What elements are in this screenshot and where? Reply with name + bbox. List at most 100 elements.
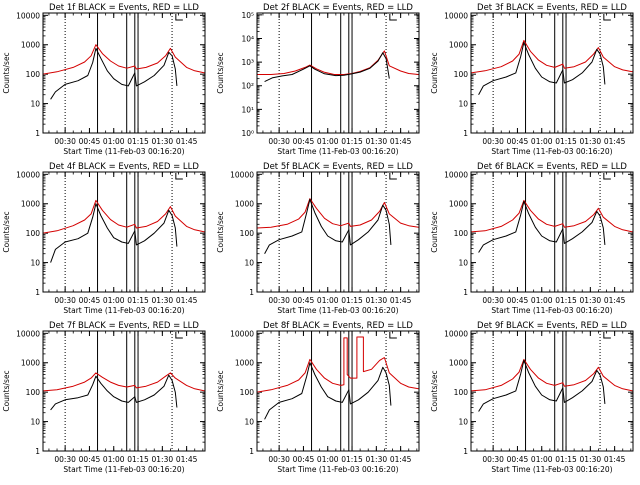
y-tick-label: 10000 — [230, 329, 254, 338]
y-axis-label: Counts/sec — [430, 211, 439, 252]
x-tick-label: 00:30 — [482, 296, 504, 305]
y-tick-label: 1000 — [449, 200, 468, 209]
x-tick-label: 01:30 — [152, 137, 174, 146]
y-tick-label: 100 — [454, 229, 469, 238]
plot-frame — [470, 330, 634, 452]
corner-bracket-glyph — [603, 332, 611, 339]
corner-bracket-glyph — [175, 332, 183, 339]
x-tick-label: 00:45 — [79, 296, 101, 305]
x-axis-label: Start Time (11-Feb-03 00:16:20) — [277, 306, 398, 315]
y-tick-label: 1 — [35, 447, 40, 456]
y-tick-label: 10000 — [444, 11, 468, 20]
x-tick-label: 01:15 — [341, 296, 363, 305]
y-axis-label: Counts/sec — [430, 370, 439, 411]
y-tick-label: 1 — [463, 447, 468, 456]
y-tick-label: 1000 — [449, 359, 468, 368]
chart-title: Det 6f BLACK = Events, RED = LLD — [477, 162, 627, 172]
x-tick-label: 00:30 — [482, 455, 504, 464]
y-tick-label: 10000 — [444, 170, 468, 179]
y-tick-label: 1000 — [21, 41, 40, 50]
corner-bracket-glyph — [603, 173, 611, 180]
corner-bracket-glyph — [175, 173, 183, 180]
x-tick-label: 01:30 — [580, 137, 602, 146]
plot-frame — [42, 330, 206, 452]
chart-panel: Det 7f BLACK = Events, RED = LLD 1 10 100 10… — [2, 321, 206, 474]
events-series-line — [264, 198, 392, 254]
x-tick-label: 00:30 — [268, 296, 290, 305]
x-tick-label: 01:00 — [317, 137, 339, 146]
x-tick-label: 01:00 — [317, 296, 339, 305]
y-tick-label: 1 — [249, 288, 254, 297]
y-tick-label: 10⁴ — [241, 34, 254, 43]
y-tick-label: 1 — [249, 447, 254, 456]
y-tick-label: 100 — [240, 388, 255, 397]
events-series-line — [478, 359, 606, 412]
chart-panel: Det 1f BLACK = Events, RED = LLD 1 10 100 10… — [2, 3, 206, 156]
y-tick-label: 100 — [26, 388, 41, 397]
y-tick-label: 1 — [35, 129, 40, 138]
y-tick-label: 100 — [26, 70, 41, 79]
events-series-line — [50, 203, 178, 263]
x-tick-label: 01:15 — [127, 296, 149, 305]
y-axis-label: Counts/sec — [216, 52, 225, 93]
y-tick-label: 100 — [26, 229, 41, 238]
events-series-line — [50, 47, 178, 100]
chart-title: Det 7f BLACK = Events, RED = LLD — [49, 321, 199, 331]
y-tick-label: 1 — [35, 288, 40, 297]
x-axis-label: Start Time (11-Feb-03 00:16:20) — [63, 306, 184, 315]
x-axis-label: Start Time (11-Feb-03 00:16:20) — [277, 465, 398, 474]
y-tick-label: 1 — [463, 129, 468, 138]
plot-frame — [256, 171, 420, 293]
x-tick-label: 01:30 — [366, 137, 388, 146]
x-axis-label: Start Time (11-Feb-03 00:16:20) — [491, 147, 612, 156]
x-tick-label: 00:45 — [507, 296, 529, 305]
x-tick-label: 01:15 — [555, 455, 577, 464]
x-tick-label: 01:00 — [103, 296, 125, 305]
x-tick-label: 01:30 — [580, 296, 602, 305]
x-tick-label: 01:00 — [531, 137, 553, 146]
y-axis-label: Counts/sec — [216, 370, 225, 411]
lld-series-line — [257, 50, 419, 75]
y-tick-label: 10⁵ — [241, 11, 254, 20]
x-tick-label: 00:45 — [507, 137, 529, 146]
x-tick-label: 00:30 — [482, 137, 504, 146]
x-axis-label: Start Time (11-Feb-03 00:16:20) — [277, 147, 398, 156]
chart-panel: Det 8f BLACK = Events, RED = LLD 1 10 100 10… — [216, 321, 420, 474]
corner-bracket-glyph — [175, 14, 183, 21]
y-tick-label: 1000 — [449, 41, 468, 50]
y-axis-label: Counts/sec — [2, 52, 11, 93]
y-tick-label: 10⁰ — [241, 129, 254, 138]
x-tick-label: 00:45 — [507, 455, 529, 464]
y-tick-label: 10000 — [16, 170, 40, 179]
y-tick-label: 10 — [30, 259, 40, 268]
x-tick-label: 00:45 — [293, 296, 315, 305]
chart-title: Det 2f BLACK = Events, RED = LLD — [263, 3, 413, 13]
x-tick-label: 01:45 — [604, 296, 626, 305]
x-tick-label: 01:45 — [176, 137, 198, 146]
x-tick-label: 01:30 — [366, 296, 388, 305]
x-axis-label: Start Time (11-Feb-03 00:16:20) — [63, 465, 184, 474]
chart-panel: Det 3f BLACK = Events, RED = LLD 1 10 100 10… — [430, 3, 634, 156]
chart-panel: Det 6f BLACK = Events, RED = LLD 1 10 100 10… — [430, 162, 634, 315]
plot-frame — [470, 12, 634, 134]
x-tick-label: 01:15 — [341, 137, 363, 146]
y-tick-label: 10³ — [241, 58, 254, 67]
plot-frame — [42, 171, 206, 293]
events-series-line — [264, 52, 390, 83]
corner-bracket-glyph — [389, 173, 397, 180]
x-tick-label: 00:30 — [54, 455, 76, 464]
chart-title: Det 4f BLACK = Events, RED = LLD — [49, 162, 199, 172]
x-tick-label: 00:45 — [79, 455, 101, 464]
y-tick-label: 100 — [240, 229, 255, 238]
y-axis-label: Counts/sec — [216, 211, 225, 252]
plot-frame — [256, 330, 420, 452]
y-tick-label: 10² — [241, 82, 254, 91]
chart-title: Det 5f BLACK = Events, RED = LLD — [263, 162, 413, 172]
x-tick-label: 01:00 — [317, 455, 339, 464]
x-tick-label: 01:00 — [531, 455, 553, 464]
x-tick-label: 01:45 — [390, 455, 412, 464]
chart-title: Det 8f BLACK = Events, RED = LLD — [263, 321, 413, 331]
chart-title: Det 3f BLACK = Events, RED = LLD — [477, 3, 627, 13]
corner-bracket-glyph — [603, 14, 611, 21]
events-series-line — [264, 362, 392, 420]
